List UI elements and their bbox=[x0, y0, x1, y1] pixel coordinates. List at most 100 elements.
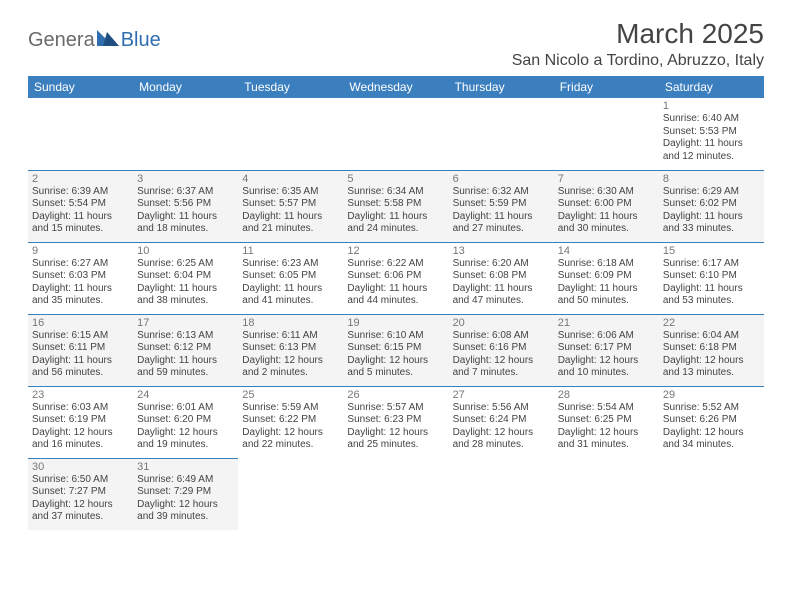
day-number: 11 bbox=[242, 245, 339, 257]
day-number: 12 bbox=[347, 245, 444, 257]
day-number: 19 bbox=[347, 317, 444, 329]
day-details: Sunrise: 6:03 AM Sunset: 6:19 PM Dayligh… bbox=[32, 402, 129, 452]
day-details: Sunrise: 6:17 AM Sunset: 6:10 PM Dayligh… bbox=[663, 258, 760, 308]
day-number: 30 bbox=[32, 461, 129, 473]
day-details: Sunrise: 5:57 AM Sunset: 6:23 PM Dayligh… bbox=[347, 402, 444, 452]
calendar-cell: 30Sunrise: 6:50 AM Sunset: 7:27 PM Dayli… bbox=[28, 458, 133, 530]
calendar-table: Sunday Monday Tuesday Wednesday Thursday… bbox=[28, 76, 764, 530]
day-number: 18 bbox=[242, 317, 339, 329]
day-details: Sunrise: 6:13 AM Sunset: 6:12 PM Dayligh… bbox=[137, 330, 234, 380]
calendar-cell: 24Sunrise: 6:01 AM Sunset: 6:20 PM Dayli… bbox=[133, 386, 238, 458]
day-number: 13 bbox=[453, 245, 550, 257]
calendar-cell: 29Sunrise: 5:52 AM Sunset: 6:26 PM Dayli… bbox=[659, 386, 764, 458]
calendar-cell: 31Sunrise: 6:49 AM Sunset: 7:29 PM Dayli… bbox=[133, 458, 238, 530]
day-number: 15 bbox=[663, 245, 760, 257]
calendar-row: 23Sunrise: 6:03 AM Sunset: 6:19 PM Dayli… bbox=[28, 386, 764, 458]
day-number: 28 bbox=[558, 389, 655, 401]
day-number: 20 bbox=[453, 317, 550, 329]
logo-text-2: Blue bbox=[121, 29, 161, 52]
logo-text-1: Genera bbox=[28, 29, 95, 52]
day-details: Sunrise: 6:29 AM Sunset: 6:02 PM Dayligh… bbox=[663, 186, 760, 236]
calendar-row: 30Sunrise: 6:50 AM Sunset: 7:27 PM Dayli… bbox=[28, 458, 764, 530]
calendar-cell: 13Sunrise: 6:20 AM Sunset: 6:08 PM Dayli… bbox=[449, 242, 554, 314]
day-details: Sunrise: 6:50 AM Sunset: 7:27 PM Dayligh… bbox=[32, 474, 129, 524]
day-details: Sunrise: 6:04 AM Sunset: 6:18 PM Dayligh… bbox=[663, 330, 760, 380]
day-details: Sunrise: 5:54 AM Sunset: 6:25 PM Dayligh… bbox=[558, 402, 655, 452]
day-details: Sunrise: 6:11 AM Sunset: 6:13 PM Dayligh… bbox=[242, 330, 339, 380]
day-number: 25 bbox=[242, 389, 339, 401]
day-header-row: Sunday Monday Tuesday Wednesday Thursday… bbox=[28, 76, 764, 98]
calendar-cell: 3Sunrise: 6:37 AM Sunset: 5:56 PM Daylig… bbox=[133, 170, 238, 242]
day-number: 23 bbox=[32, 389, 129, 401]
day-details: Sunrise: 6:32 AM Sunset: 5:59 PM Dayligh… bbox=[453, 186, 550, 236]
col-wednesday: Wednesday bbox=[343, 76, 448, 98]
calendar-cell: 6Sunrise: 6:32 AM Sunset: 5:59 PM Daylig… bbox=[449, 170, 554, 242]
day-number: 22 bbox=[663, 317, 760, 329]
logo: Genera Blue bbox=[28, 18, 161, 52]
day-details: Sunrise: 6:01 AM Sunset: 6:20 PM Dayligh… bbox=[137, 402, 234, 452]
calendar-cell: 23Sunrise: 6:03 AM Sunset: 6:19 PM Dayli… bbox=[28, 386, 133, 458]
day-number: 31 bbox=[137, 461, 234, 473]
day-details: Sunrise: 6:22 AM Sunset: 6:06 PM Dayligh… bbox=[347, 258, 444, 308]
calendar-cell bbox=[554, 98, 659, 170]
calendar-cell: 11Sunrise: 6:23 AM Sunset: 6:05 PM Dayli… bbox=[238, 242, 343, 314]
col-friday: Friday bbox=[554, 76, 659, 98]
calendar-row: 2Sunrise: 6:39 AM Sunset: 5:54 PM Daylig… bbox=[28, 170, 764, 242]
day-number: 3 bbox=[137, 173, 234, 185]
calendar-row: 9Sunrise: 6:27 AM Sunset: 6:03 PM Daylig… bbox=[28, 242, 764, 314]
day-details: Sunrise: 6:49 AM Sunset: 7:29 PM Dayligh… bbox=[137, 474, 234, 524]
calendar-row: 16Sunrise: 6:15 AM Sunset: 6:11 PM Dayli… bbox=[28, 314, 764, 386]
day-details: Sunrise: 6:18 AM Sunset: 6:09 PM Dayligh… bbox=[558, 258, 655, 308]
calendar-page: { "logo": { "text1": "Genera", "text2": … bbox=[0, 0, 792, 548]
col-monday: Monday bbox=[133, 76, 238, 98]
day-details: Sunrise: 6:23 AM Sunset: 6:05 PM Dayligh… bbox=[242, 258, 339, 308]
day-details: Sunrise: 6:35 AM Sunset: 5:57 PM Dayligh… bbox=[242, 186, 339, 236]
day-details: Sunrise: 5:59 AM Sunset: 6:22 PM Dayligh… bbox=[242, 402, 339, 452]
calendar-cell: 10Sunrise: 6:25 AM Sunset: 6:04 PM Dayli… bbox=[133, 242, 238, 314]
day-number: 2 bbox=[32, 173, 129, 185]
month-title: March 2025 bbox=[512, 18, 764, 50]
calendar-cell: 28Sunrise: 5:54 AM Sunset: 6:25 PM Dayli… bbox=[554, 386, 659, 458]
day-details: Sunrise: 6:39 AM Sunset: 5:54 PM Dayligh… bbox=[32, 186, 129, 236]
calendar-cell: 17Sunrise: 6:13 AM Sunset: 6:12 PM Dayli… bbox=[133, 314, 238, 386]
calendar-cell: 22Sunrise: 6:04 AM Sunset: 6:18 PM Dayli… bbox=[659, 314, 764, 386]
calendar-cell: 1Sunrise: 6:40 AM Sunset: 5:53 PM Daylig… bbox=[659, 98, 764, 170]
day-number: 7 bbox=[558, 173, 655, 185]
day-details: Sunrise: 6:10 AM Sunset: 6:15 PM Dayligh… bbox=[347, 330, 444, 380]
day-details: Sunrise: 6:08 AM Sunset: 6:16 PM Dayligh… bbox=[453, 330, 550, 380]
day-details: Sunrise: 5:52 AM Sunset: 6:26 PM Dayligh… bbox=[663, 402, 760, 452]
day-details: Sunrise: 6:40 AM Sunset: 5:53 PM Dayligh… bbox=[663, 113, 760, 163]
calendar-cell: 2Sunrise: 6:39 AM Sunset: 5:54 PM Daylig… bbox=[28, 170, 133, 242]
day-number: 14 bbox=[558, 245, 655, 257]
day-number: 21 bbox=[558, 317, 655, 329]
day-number: 26 bbox=[347, 389, 444, 401]
calendar-cell: 27Sunrise: 5:56 AM Sunset: 6:24 PM Dayli… bbox=[449, 386, 554, 458]
day-number: 10 bbox=[137, 245, 234, 257]
day-number: 5 bbox=[347, 173, 444, 185]
col-tuesday: Tuesday bbox=[238, 76, 343, 98]
calendar-cell: 12Sunrise: 6:22 AM Sunset: 6:06 PM Dayli… bbox=[343, 242, 448, 314]
day-number: 17 bbox=[137, 317, 234, 329]
calendar-cell bbox=[133, 98, 238, 170]
day-number: 9 bbox=[32, 245, 129, 257]
calendar-cell: 26Sunrise: 5:57 AM Sunset: 6:23 PM Dayli… bbox=[343, 386, 448, 458]
calendar-cell: 14Sunrise: 6:18 AM Sunset: 6:09 PM Dayli… bbox=[554, 242, 659, 314]
day-details: Sunrise: 6:20 AM Sunset: 6:08 PM Dayligh… bbox=[453, 258, 550, 308]
calendar-cell bbox=[449, 98, 554, 170]
calendar-cell bbox=[659, 458, 764, 530]
calendar-cell bbox=[28, 98, 133, 170]
calendar-cell bbox=[343, 98, 448, 170]
calendar-cell bbox=[449, 458, 554, 530]
day-details: Sunrise: 5:56 AM Sunset: 6:24 PM Dayligh… bbox=[453, 402, 550, 452]
calendar-cell: 20Sunrise: 6:08 AM Sunset: 6:16 PM Dayli… bbox=[449, 314, 554, 386]
day-details: Sunrise: 6:37 AM Sunset: 5:56 PM Dayligh… bbox=[137, 186, 234, 236]
day-details: Sunrise: 6:15 AM Sunset: 6:11 PM Dayligh… bbox=[32, 330, 129, 380]
day-details: Sunrise: 6:06 AM Sunset: 6:17 PM Dayligh… bbox=[558, 330, 655, 380]
calendar-row: 1Sunrise: 6:40 AM Sunset: 5:53 PM Daylig… bbox=[28, 98, 764, 170]
calendar-cell: 7Sunrise: 6:30 AM Sunset: 6:00 PM Daylig… bbox=[554, 170, 659, 242]
col-sunday: Sunday bbox=[28, 76, 133, 98]
calendar-cell bbox=[238, 98, 343, 170]
day-number: 4 bbox=[242, 173, 339, 185]
calendar-cell: 8Sunrise: 6:29 AM Sunset: 6:02 PM Daylig… bbox=[659, 170, 764, 242]
day-number: 27 bbox=[453, 389, 550, 401]
